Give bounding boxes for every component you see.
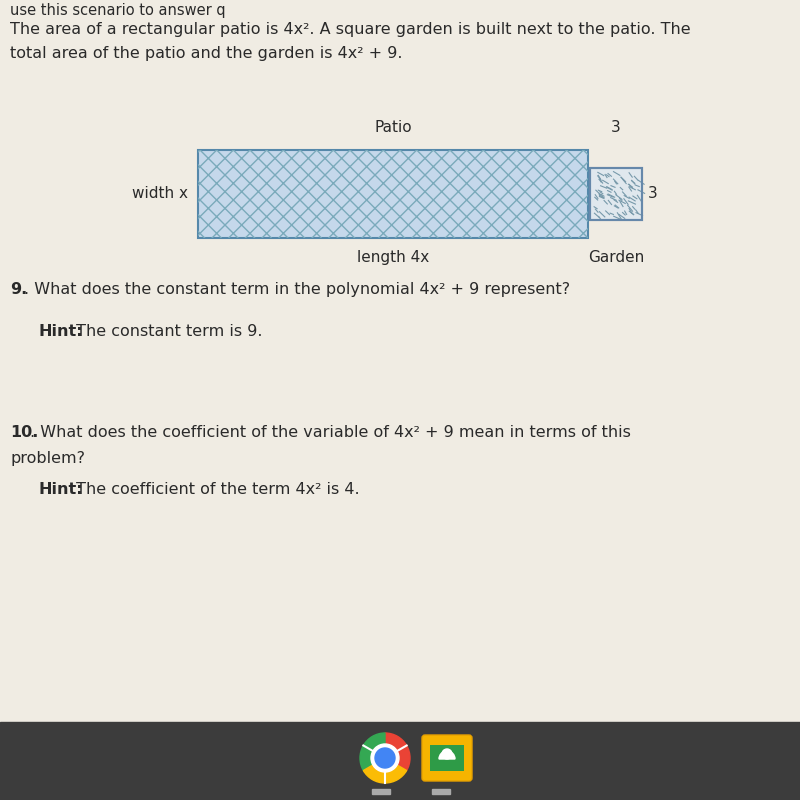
Text: length 4x: length 4x bbox=[357, 250, 429, 265]
Text: total area of the patio and the garden is 4x² + 9.: total area of the patio and the garden i… bbox=[10, 46, 402, 61]
Bar bbox=[430, 745, 464, 771]
Text: Hint:: Hint: bbox=[38, 482, 82, 497]
FancyBboxPatch shape bbox=[422, 735, 472, 781]
Text: Patio: Patio bbox=[374, 120, 412, 135]
Text: 9.: 9. bbox=[10, 282, 27, 297]
Text: The coefficient of the term 4x² is 4.: The coefficient of the term 4x² is 4. bbox=[71, 482, 360, 497]
Bar bbox=[432, 789, 450, 794]
Text: The constant term is 9.: The constant term is 9. bbox=[71, 324, 262, 339]
Wedge shape bbox=[439, 751, 455, 759]
Bar bbox=[372, 789, 390, 794]
Text: width x: width x bbox=[132, 186, 188, 202]
Circle shape bbox=[442, 749, 452, 759]
Text: 10.: 10. bbox=[10, 425, 38, 440]
Bar bbox=[590, 168, 642, 220]
Bar bbox=[198, 150, 588, 238]
Text: . What does the constant term in the polynomial 4x² + 9 represent?: . What does the constant term in the pol… bbox=[24, 282, 570, 297]
Text: problem?: problem? bbox=[10, 451, 85, 466]
Bar bbox=[198, 150, 588, 238]
Text: Hint:: Hint: bbox=[38, 324, 82, 339]
Text: The area of a rectangular patio is 4x². A square garden is built next to the pat: The area of a rectangular patio is 4x². … bbox=[10, 22, 690, 37]
Circle shape bbox=[375, 748, 395, 768]
Text: . What does the coefficient of the variable of 4x² + 9 mean in terms of this: . What does the coefficient of the varia… bbox=[30, 425, 631, 440]
Wedge shape bbox=[360, 733, 385, 770]
Text: Garden: Garden bbox=[588, 250, 644, 265]
Wedge shape bbox=[371, 744, 399, 772]
Wedge shape bbox=[363, 758, 406, 783]
Text: 3: 3 bbox=[611, 120, 621, 135]
Text: 3: 3 bbox=[648, 186, 658, 202]
Bar bbox=[590, 168, 642, 220]
Bar bbox=[0, 722, 800, 800]
Text: use this scenario to answer q: use this scenario to answer q bbox=[10, 3, 226, 18]
Wedge shape bbox=[385, 733, 410, 770]
